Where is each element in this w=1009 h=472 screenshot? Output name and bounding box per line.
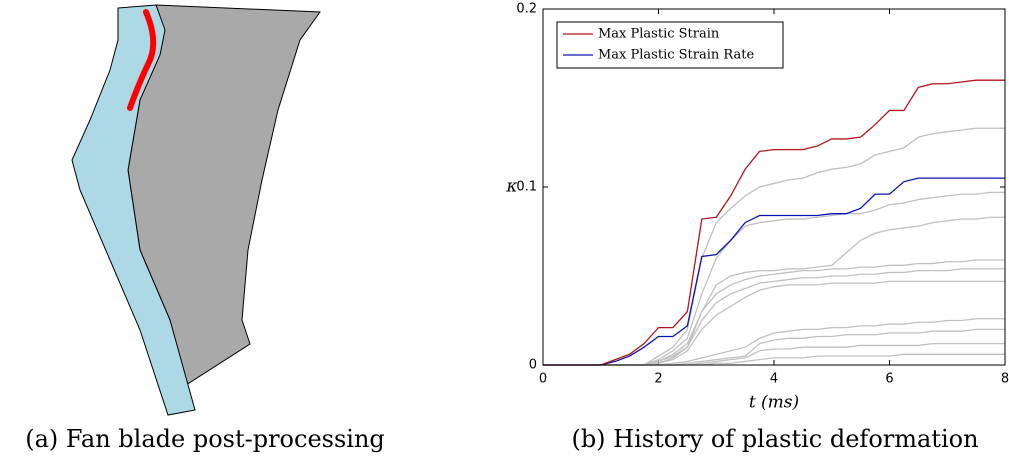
plot: 0 2 4 6 8 0 0.1 0.2 t (ms) κ Max Plastic Strain Max… — [505, 2, 1009, 413]
series-line — [543, 79, 1005, 366]
x-tick-label: 8 — [1001, 372, 1009, 387]
legend-label: Max Plastic Strain — [598, 27, 720, 42]
blade-strip — [71, 4, 196, 416]
series-line — [543, 177, 1005, 366]
legend-box — [556, 21, 784, 69]
x-tick-label: 2 — [654, 372, 662, 387]
legend-label: Max Plastic Strain Rate — [598, 48, 754, 63]
x-tick-label: 6 — [885, 372, 893, 387]
series-line — [543, 280, 1005, 366]
strain-path — [127, 9, 157, 111]
fan-blade-diagram — [71, 4, 321, 416]
x-axis-label: t (ms) — [749, 393, 799, 413]
series-line — [543, 216, 1005, 366]
y-tick-label: 0.1 — [516, 180, 537, 195]
y-axis-label: κ — [505, 177, 517, 197]
x-tick-label: 0 — [539, 372, 547, 387]
axes-box — [542, 8, 1006, 366]
y-tick-label: 0.2 — [516, 2, 537, 17]
series-line — [543, 127, 1005, 366]
series-line — [543, 191, 1005, 366]
caption: (b) History of plastic deformation — [571, 425, 978, 453]
series-line — [543, 268, 1005, 366]
x-tick-label: 4 — [770, 372, 778, 387]
caption: (a) Fan blade post-processing — [25, 425, 385, 453]
y-tick-label: 0 — [529, 358, 537, 373]
series-line — [543, 328, 1005, 366]
